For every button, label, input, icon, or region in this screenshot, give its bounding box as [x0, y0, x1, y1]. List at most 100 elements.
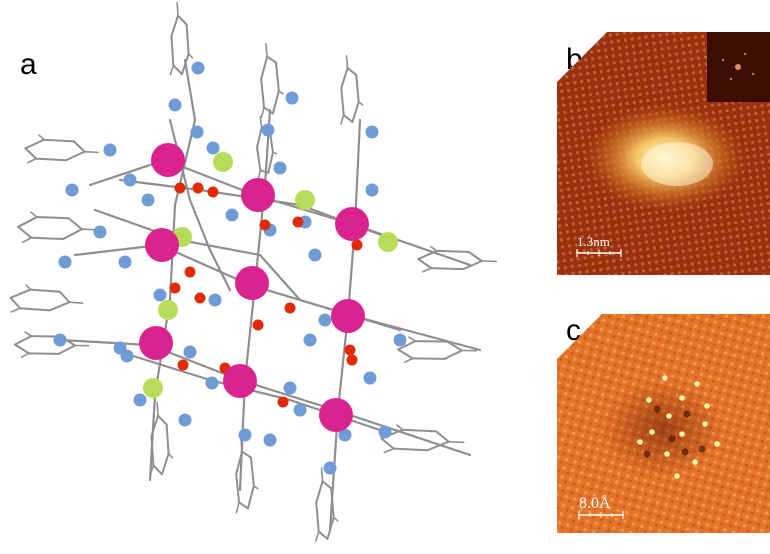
nitrogen-atom — [338, 428, 352, 442]
bond — [249, 456, 255, 487]
scale-bar-b: 1.3nm — [576, 234, 622, 257]
nitrogen-atom — [93, 225, 107, 239]
oxygen-atom — [169, 282, 181, 294]
bond — [169, 64, 175, 76]
stm-image-b: 1.3nm — [557, 32, 770, 275]
bond — [320, 467, 324, 482]
bond — [27, 157, 38, 164]
oxygen-atom — [277, 396, 289, 408]
bond — [265, 42, 268, 58]
nitrogen-atom — [103, 143, 117, 157]
bond — [30, 211, 38, 218]
halogen-atom — [378, 232, 398, 252]
bond — [396, 424, 404, 431]
bond — [397, 340, 417, 351]
nitrogen-atom — [293, 403, 307, 417]
metal-atom — [139, 326, 173, 360]
nitrogen-atom — [120, 349, 134, 363]
atoms — [53, 61, 407, 475]
bond — [25, 284, 32, 291]
nitrogen-atom — [393, 333, 407, 347]
bond — [20, 352, 30, 358]
dark-spot — [681, 448, 689, 456]
halogen-atom — [295, 190, 315, 210]
bond — [68, 301, 84, 304]
nitrogen-atom — [141, 193, 155, 207]
bond — [58, 338, 152, 347]
bright-spot — [679, 431, 685, 437]
bond — [317, 530, 329, 540]
nitrogen-atom — [263, 433, 277, 447]
bond — [17, 216, 38, 228]
bond — [408, 336, 417, 342]
bond — [274, 61, 280, 92]
bond — [29, 288, 61, 293]
nitrogen-atom — [303, 333, 317, 347]
bond — [340, 87, 345, 117]
bond — [321, 480, 333, 490]
bright-spots — [637, 375, 720, 479]
nitrogen-atom — [363, 371, 377, 385]
bond — [17, 225, 33, 239]
nitrogen-atom — [183, 345, 197, 359]
bond — [14, 335, 33, 346]
bond — [24, 138, 46, 150]
bond — [58, 290, 71, 304]
bond — [24, 331, 33, 337]
bond — [435, 249, 470, 253]
bright-spot — [674, 473, 680, 479]
metal-atom — [319, 398, 353, 432]
bond — [14, 343, 30, 355]
bond — [81, 228, 97, 231]
oxygen-atom — [252, 319, 264, 331]
nitrogen-atom — [205, 376, 219, 390]
bond — [24, 147, 38, 160]
bond — [160, 452, 170, 476]
bond — [9, 288, 32, 299]
bond — [156, 401, 159, 417]
dark-spot — [643, 450, 651, 458]
bond — [332, 516, 339, 522]
bond — [62, 228, 83, 240]
bond — [351, 100, 360, 123]
bond — [340, 67, 349, 90]
scale-bar-b-text: 1.3nm — [577, 234, 610, 249]
oxygen-atom — [192, 182, 204, 194]
nitrogen-atom — [225, 208, 239, 222]
bond — [446, 340, 463, 352]
bond — [235, 501, 240, 514]
bond — [342, 114, 354, 123]
bright-spot — [646, 397, 652, 403]
oxygen-atom — [184, 266, 196, 278]
bond — [260, 78, 266, 109]
metal-atom — [235, 266, 269, 300]
bond — [148, 393, 157, 482]
bright-spot — [662, 375, 668, 381]
bond — [72, 140, 86, 153]
bond — [48, 301, 71, 312]
bond — [392, 447, 429, 452]
bright-spot — [664, 451, 670, 457]
oxygen-atom — [284, 302, 296, 314]
nitrogen-atom — [123, 173, 137, 187]
bond — [64, 150, 86, 162]
bond — [417, 258, 433, 270]
nitrogen-atom — [285, 91, 299, 105]
nitrogen-atom — [118, 255, 132, 269]
nitrogen-atom — [365, 183, 379, 197]
nitrogen-atom — [168, 98, 182, 112]
bond — [176, 1, 179, 17]
bond — [447, 440, 465, 444]
dark-spot — [683, 410, 691, 418]
bond — [315, 530, 320, 542]
bond — [260, 55, 269, 81]
bond — [333, 408, 472, 457]
bond — [172, 64, 183, 76]
bond — [422, 267, 433, 273]
scale-bar-c-text: 8.0Å — [579, 494, 611, 512]
bond — [404, 357, 414, 363]
scale-bar-c: 8.0Å — [578, 494, 624, 519]
bright-spot — [704, 403, 710, 409]
metal-atom — [145, 228, 179, 262]
bright-spot — [649, 429, 655, 435]
